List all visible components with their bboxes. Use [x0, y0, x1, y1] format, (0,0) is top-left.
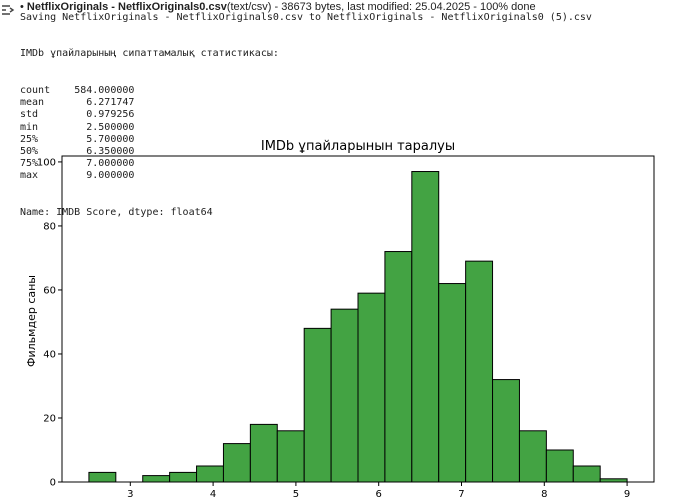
stats-label: 25%	[20, 133, 69, 145]
stats-row: std 0.979256	[20, 109, 279, 121]
stats-row: min 2.500000	[20, 122, 279, 134]
chart-ylabel: Фильмдер саны	[25, 275, 38, 367]
stats-label: mean	[20, 97, 69, 109]
x-tick-label: 5	[293, 489, 299, 499]
stats-value: 7.000000	[68, 158, 135, 170]
stats-value: 5.700000	[68, 133, 135, 145]
stats-value: 0.979256	[68, 109, 135, 121]
x-tick-label: 7	[458, 489, 464, 499]
upload-filename: NetflixOriginals0.csv	[118, 1, 227, 13]
histogram-bar	[384, 251, 413, 483]
stats-rows: count 584.000000 mean 6.271747 std 0.97925…	[20, 85, 279, 183]
histogram-bars	[88, 171, 628, 483]
histogram-bar	[518, 430, 547, 483]
y-tick-label: 60	[43, 285, 56, 296]
stats-label: count	[20, 85, 69, 97]
x-tick-label: 9	[624, 489, 630, 499]
stats-value: 9.000000	[68, 170, 135, 182]
stats-label: min	[20, 121, 69, 133]
x-tick-label: 6	[376, 489, 382, 499]
stats-row: 25% 5.700000	[20, 134, 279, 146]
stats-output: IMDb ұпайларының сипаттамалық статистика…	[20, 24, 279, 231]
x-tick-label: 4	[210, 489, 216, 499]
stats-row: count 584.000000	[20, 85, 279, 97]
y-tick-label: 100	[37, 157, 56, 168]
histogram-bar	[276, 430, 305, 483]
stats-value: 2.500000	[68, 121, 135, 133]
plot-frame	[61, 155, 655, 483]
histogram-bar	[438, 283, 467, 483]
upload-status-line: • NetflixOriginals - NetflixOriginals0.c…	[20, 1, 536, 13]
histogram-bar	[572, 465, 601, 483]
histogram-bar	[88, 471, 117, 483]
stats-title: IMDb ұпайларының сипаттамалық статистика…	[20, 48, 279, 60]
stats-label: std	[20, 109, 69, 121]
stats-value: 584.000000	[68, 85, 135, 97]
stats-row: max 9.000000	[20, 170, 279, 182]
y-tick-label: 40	[43, 349, 56, 360]
stats-row: mean 6.271747	[20, 97, 279, 109]
x-tick-label: 3	[127, 489, 133, 499]
y-axis: 0 20 40 60 80 100	[37, 157, 62, 489]
histogram-bar	[169, 471, 198, 483]
stats-label: max	[20, 170, 69, 182]
stats-row: 75% 7.000000	[20, 158, 279, 170]
histogram-bar	[330, 308, 359, 483]
histogram-bar	[222, 443, 251, 483]
upload-separator: -	[108, 1, 118, 13]
chart-title: IMDb ұпайларынын таралуы	[261, 139, 455, 154]
histogram-bar	[142, 475, 171, 483]
histogram-bar	[545, 449, 574, 483]
upload-bullet: •	[20, 1, 24, 13]
stats-footer: Name: IMDB Score, dtype: float64	[20, 207, 213, 219]
imdb-histogram-chart: IMDb ұпайларынын таралуы Фильмдер саны 0…	[25, 139, 655, 499]
output-expand-icon[interactable]	[1, 3, 15, 17]
saving-line: Saving NetflixOriginals - NetflixOrigina…	[20, 12, 592, 23]
y-tick-label: 80	[43, 221, 56, 232]
upload-widget-name: NetflixOriginals	[26, 1, 109, 13]
stats-value: 6.350000	[68, 146, 135, 158]
x-tick-label: 8	[541, 489, 547, 499]
histogram-bar	[303, 327, 332, 483]
histogram-bar	[465, 260, 494, 483]
stats-value: 6.271747	[68, 97, 135, 109]
histogram-bar	[196, 465, 224, 483]
upload-details: (text/csv) - 38673 bytes, last modified:…	[226, 1, 536, 13]
y-tick-label: 20	[43, 413, 56, 424]
histogram-bar	[357, 292, 386, 483]
y-tick-label: 0	[50, 478, 56, 489]
histogram-bar	[249, 423, 278, 483]
histogram-bar	[411, 171, 440, 483]
stats-label: 50%	[20, 146, 69, 158]
x-axis: 3 4 5 6 7 8 9	[127, 482, 630, 499]
stats-row: 50% 6.350000	[20, 146, 279, 158]
stats-label: 75%	[20, 158, 69, 170]
histogram-bar	[492, 379, 520, 483]
